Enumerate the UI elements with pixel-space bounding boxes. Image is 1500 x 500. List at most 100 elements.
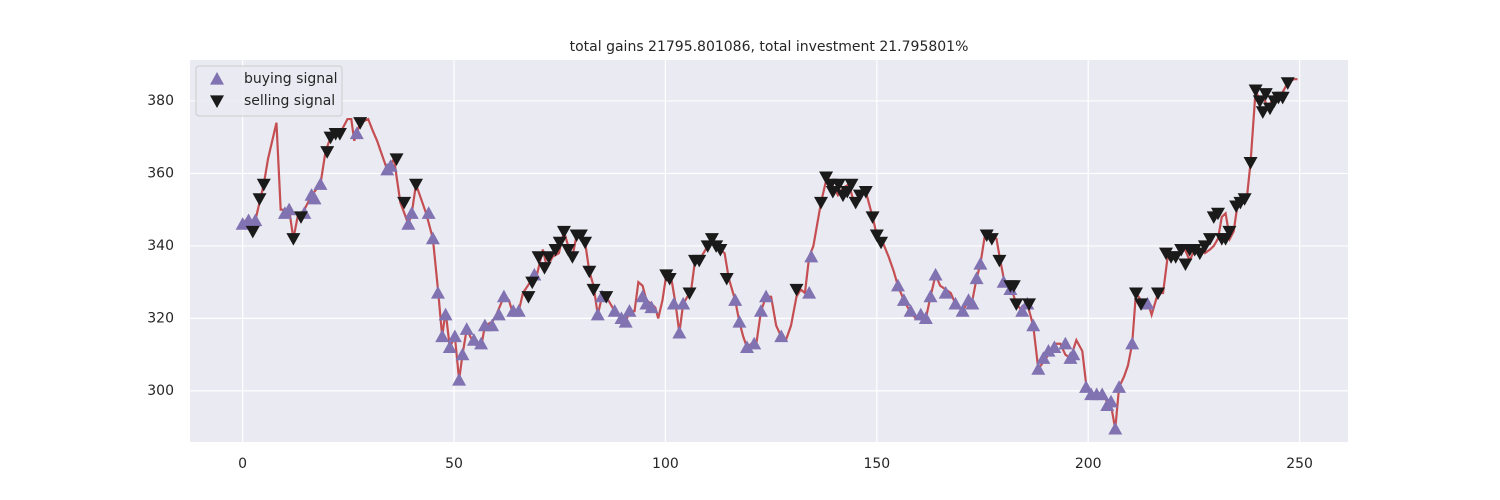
legend-label: selling signal <box>244 93 335 109</box>
signal-marker <box>425 231 440 245</box>
signal-marker <box>858 185 873 199</box>
signal-marker <box>865 211 880 224</box>
signal-marker <box>245 225 260 239</box>
signal-marker <box>662 272 677 286</box>
signal-marker <box>814 196 829 210</box>
signal-marker <box>1026 318 1041 332</box>
chart-title: total gains 21795.801086, total investme… <box>570 39 969 55</box>
signal-marker <box>1015 304 1030 317</box>
signal-marker <box>969 271 984 285</box>
signal-marker <box>474 336 489 350</box>
signal-marker <box>1022 298 1037 311</box>
signal-marker <box>923 289 938 303</box>
signal-marker <box>511 304 526 317</box>
signal-marker <box>896 293 911 306</box>
signal-marker <box>578 236 593 250</box>
legend-marker <box>210 72 224 85</box>
signal-marker <box>235 217 250 230</box>
signal-marker <box>676 296 691 310</box>
signal-marker <box>1248 84 1263 98</box>
signal-marker <box>599 291 614 304</box>
signal-marker <box>1168 251 1183 264</box>
signal-marker <box>666 296 681 310</box>
signal-marker <box>541 251 556 264</box>
signal-marker <box>644 300 659 314</box>
signal-marker <box>1178 258 1193 272</box>
signal-marker <box>565 251 580 264</box>
signal-marker <box>421 206 436 219</box>
signal-marker <box>438 307 453 321</box>
signal-marker <box>672 325 687 339</box>
signal-marker <box>590 307 605 321</box>
legend-label: buying signal <box>244 71 338 87</box>
signal-marker <box>332 127 347 141</box>
x-tick-label: 50 <box>445 456 463 472</box>
signal-marker <box>1252 95 1267 108</box>
signal-marker <box>1222 225 1237 239</box>
signal-marker <box>992 254 1007 268</box>
signal-marker <box>404 206 419 219</box>
x-tick-label: 100 <box>652 456 679 472</box>
signal-marker <box>1202 233 1217 246</box>
signal-marker <box>1125 336 1140 350</box>
signal-marker <box>804 249 819 263</box>
x-tick-label: 0 <box>238 456 247 472</box>
signal-marker <box>573 229 588 243</box>
signal-marker <box>320 146 335 159</box>
signal-marker <box>1243 156 1258 170</box>
signal-marker <box>774 329 789 343</box>
signal-marker <box>740 340 755 354</box>
signal-marker <box>622 304 637 317</box>
signal-marker <box>973 257 988 270</box>
signal-marker <box>965 296 980 310</box>
signal-marker <box>1031 362 1046 375</box>
signal-marker <box>747 336 762 350</box>
legend-marker <box>210 95 224 108</box>
signal-marker <box>984 233 999 246</box>
y-tick-label: 360 <box>147 165 174 181</box>
signal-marker <box>1041 344 1056 357</box>
signal-marker <box>1258 88 1273 101</box>
signal-marker <box>496 289 511 303</box>
y-tick-label: 320 <box>147 310 174 326</box>
signal-marker <box>1112 380 1127 393</box>
signal-marker <box>825 185 840 199</box>
signal-marker <box>844 178 859 192</box>
signal-marker <box>282 202 297 216</box>
signal-marker <box>869 229 884 243</box>
signal-marker <box>704 233 719 246</box>
signal-marker <box>349 126 364 140</box>
signal-marker <box>819 171 834 185</box>
signal-marker <box>753 304 768 317</box>
signal-marker <box>903 304 918 317</box>
signal-marker <box>728 293 743 306</box>
signal-marker <box>1150 287 1165 301</box>
signal-marker <box>442 340 457 354</box>
signal-marker <box>1237 193 1252 206</box>
signal-marker <box>607 304 622 317</box>
x-tick-label: 150 <box>863 456 890 472</box>
signal-marker <box>521 291 536 304</box>
signal-marker <box>938 286 953 299</box>
signal-marker <box>732 315 747 328</box>
signal-marker <box>918 311 933 325</box>
signal-marker <box>313 177 328 190</box>
signal-marker <box>1140 296 1155 310</box>
signal-marker <box>389 153 404 166</box>
signal-marker <box>1095 387 1110 401</box>
signal-marker <box>759 289 774 303</box>
signal-marker <box>408 178 423 192</box>
signal-marker <box>561 243 576 257</box>
signal-marker <box>586 283 601 297</box>
signal-marker <box>713 243 728 257</box>
signal-marker <box>397 196 412 210</box>
signal-marker <box>256 178 271 192</box>
signal-marker <box>466 333 481 346</box>
signal-marker <box>430 286 445 299</box>
y-tick-label: 300 <box>147 383 174 399</box>
signal-marker <box>1108 421 1123 435</box>
signal-marker <box>1079 380 1094 393</box>
y-tick-label: 340 <box>147 238 174 254</box>
signal-marker <box>1047 340 1062 354</box>
